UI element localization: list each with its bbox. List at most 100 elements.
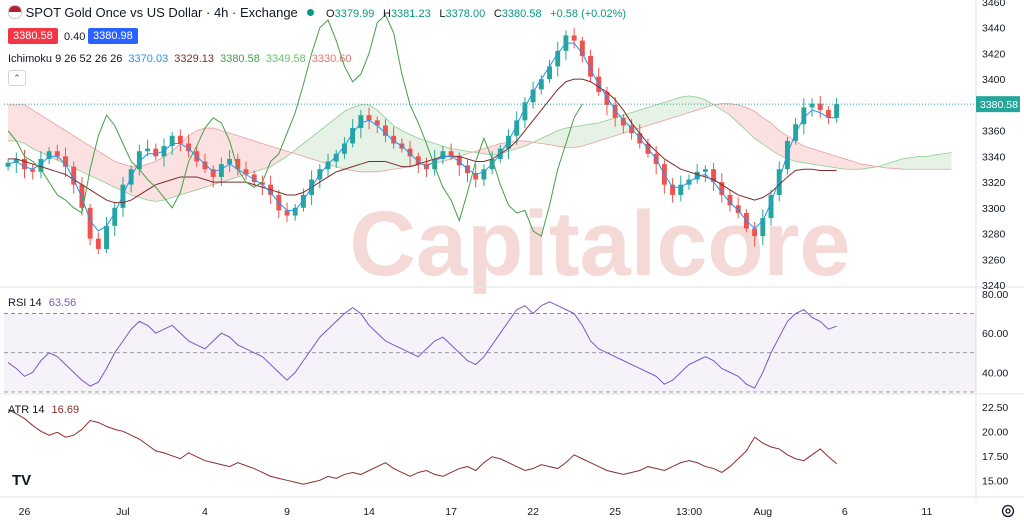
ichimoku-cloud-segment: [902, 157, 911, 170]
candle-body: [604, 92, 610, 105]
time-tick-label: 26: [19, 506, 31, 518]
rsi-value: 63.56: [48, 297, 77, 309]
candle-body: [481, 169, 487, 180]
ichimoku-cloud-segment: [262, 143, 271, 170]
candle-body: [292, 207, 298, 216]
candle-body: [169, 135, 175, 147]
candle-body: [202, 161, 208, 170]
candle-body: [702, 169, 708, 172]
ohlc-high: 3381.23: [390, 8, 431, 20]
ichimoku-cloud-segment: [204, 128, 214, 188]
ichimoku-value-chikou: 3380.58: [220, 53, 260, 65]
ichimoku-cloud-segment: [836, 156, 845, 170]
candle-body: [210, 169, 216, 177]
time-tick-label: 14: [363, 506, 375, 518]
price-tick-label: 3280: [982, 229, 1006, 241]
ichimoku-cloud-segment: [147, 161, 156, 202]
ichimoku-cloud-segment: [926, 155, 936, 170]
rsi-line: [7, 301, 837, 389]
ichimoku-cloud-segment: [812, 148, 821, 166]
ichimoku-cloud-segment: [73, 135, 82, 172]
price-tick-label: 3340: [982, 151, 1006, 163]
ichimoku-cloud-segment: [598, 120, 607, 141]
candle-body: [341, 143, 347, 154]
ichimoku-legend[interactable]: Ichimoku 9 26 52 26 26 3370.03 3329.13 3…: [8, 53, 352, 65]
candle-body: [358, 115, 364, 129]
ichimoku-cloud-segment: [582, 124, 591, 147]
candle-body: [95, 238, 101, 249]
tradingview-logo[interactable]: TV: [12, 472, 32, 489]
ichimoku-cloud-segment: [943, 152, 952, 170]
candle-body: [391, 135, 397, 144]
candle-body: [136, 151, 142, 170]
candle-body: [555, 50, 561, 67]
ohlc-l-label: L: [439, 8, 446, 20]
collapse-legend-button[interactable]: ⌃: [8, 70, 26, 86]
ichimoku-cloud-segment: [541, 134, 550, 145]
candle-body: [588, 56, 594, 77]
symbol-title[interactable]: SPOT Gold Once vs US Dollar · 4h · Excha…: [25, 5, 298, 20]
ichimoku-cloud-segment: [24, 104, 33, 149]
candle-body: [300, 194, 306, 208]
candle-body: [87, 207, 93, 239]
ichimoku-cloud-segment: [647, 104, 657, 126]
time-tick-label: Jul: [116, 506, 129, 518]
ichimoku-cloud-segment: [172, 143, 181, 198]
ichimoku-cloud-segment: [270, 146, 279, 167]
ichimoku-cloud-segment: [656, 102, 665, 123]
candle-body: [760, 218, 766, 237]
candle-body: [374, 120, 380, 126]
candle-body: [251, 174, 257, 183]
atr-label: ATR 14: [8, 404, 45, 416]
candle-body: [727, 194, 733, 206]
candle-body: [776, 169, 782, 195]
ichimoku-cloud-segment: [688, 95, 698, 113]
atr-value: 16.69: [51, 404, 80, 416]
buy-price-box[interactable]: 3380.98: [88, 28, 138, 44]
ichimoku-cloud-segment: [426, 140, 435, 165]
ichimoku-cloud-segment: [820, 151, 829, 167]
candle-body: [719, 182, 725, 195]
time-tick-label: Aug: [753, 506, 772, 518]
symbol-header: SPOT Gold Once vs US Dollar · 4h · Excha…: [8, 5, 626, 20]
ichimoku-cloud-segment: [98, 151, 107, 184]
sell-price-box[interactable]: 3380.58: [8, 28, 58, 44]
ichimoku-cloud-segment: [155, 156, 164, 202]
candle-body: [46, 151, 52, 159]
candle-body: [5, 162, 11, 167]
spread-value: 0.40: [64, 31, 86, 43]
ichimoku-cloud-segment: [705, 99, 714, 108]
price-tick-label: 3240: [982, 280, 1006, 292]
candle-body: [735, 205, 741, 213]
rsi-legend[interactable]: RSI 14 63.56: [8, 297, 76, 309]
candle-body: [79, 184, 85, 208]
ichimoku-cloud-segment: [664, 99, 673, 121]
gear-icon[interactable]: [1000, 503, 1016, 519]
candle-body: [63, 156, 68, 167]
time-tick-label: 17: [445, 506, 457, 518]
ohlc-open: 3379.99: [334, 8, 375, 20]
atr-tick-label: 17.50: [982, 451, 1008, 463]
candle-body: [538, 79, 544, 90]
ichimoku-cloud-segment: [730, 103, 739, 123]
candle-body: [834, 104, 840, 118]
kijun-line: [8, 78, 837, 204]
ichimoku-cloud-segment: [574, 125, 583, 148]
candle-body: [145, 148, 151, 152]
rsi-tick-label: 80.00: [982, 289, 1008, 301]
rsi-tick-label: 60.00: [982, 328, 1008, 340]
chevron-up-icon: ⌃: [13, 73, 21, 83]
price-tick-label: 3440: [982, 23, 1006, 35]
time-tick-label: 25: [609, 506, 621, 518]
ichimoku-cloud-segment: [8, 104, 17, 141]
ichimoku-cloud-segment: [459, 149, 468, 157]
atr-legend[interactable]: ATR 14 16.69: [8, 404, 79, 416]
candle-body: [678, 184, 684, 195]
candle-body: [620, 117, 626, 126]
candle-body: [227, 158, 233, 165]
candle-body: [522, 102, 528, 121]
candle-body: [235, 158, 241, 170]
candle-body: [366, 115, 372, 121]
ichimoku-cloud-segment: [844, 158, 854, 170]
